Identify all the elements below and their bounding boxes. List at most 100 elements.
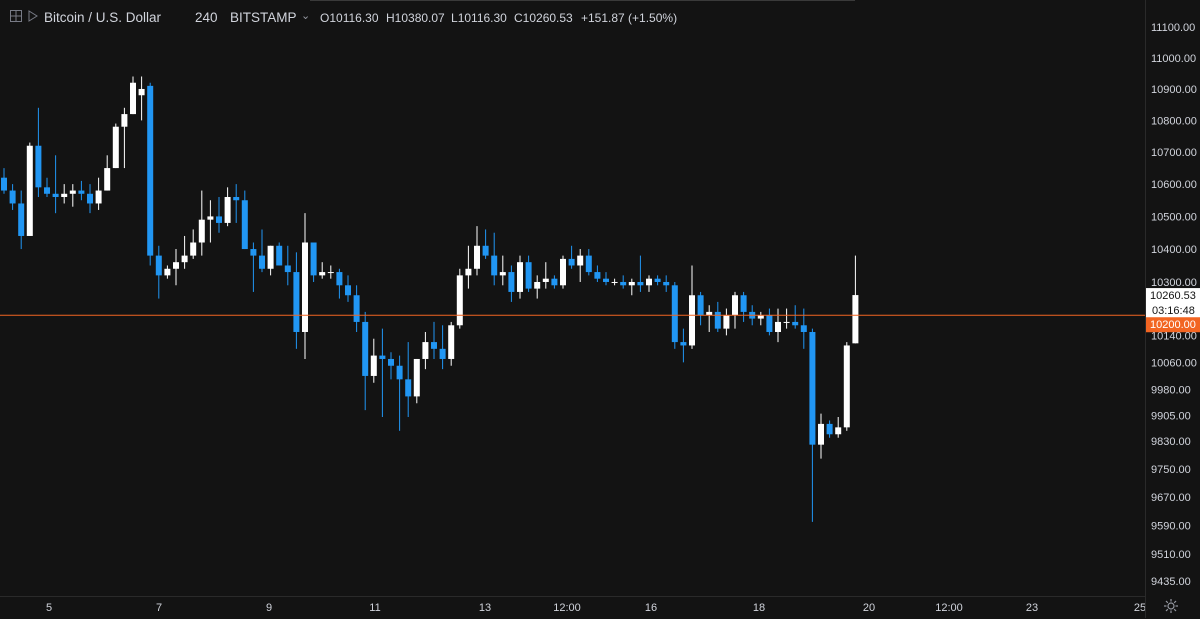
last-price-label: 10260.53 [1150,290,1196,302]
candle-body [714,311,721,329]
candle-body [474,245,480,269]
candle-body [534,281,541,289]
level-price-badge [1146,317,1200,333]
candle-body [250,249,257,256]
chevron-down-icon[interactable]: ⌄ [301,10,311,22]
price-change: +151.87 (+1.50%) [581,11,678,25]
candle-body [413,358,420,397]
candle-body [259,255,265,269]
candle-body [568,258,575,266]
candle [680,328,687,363]
candle [302,213,308,359]
candle-body [327,272,334,274]
candle-body [35,145,42,188]
price-tick-label: 9510.00 [1151,549,1191,561]
price-tick-label: 11100.00 [1151,22,1195,34]
candle-body [508,272,515,292]
candle [611,278,618,286]
candle-body [362,321,369,376]
candle-body [525,262,532,289]
interval-label[interactable]: 240 [195,10,218,25]
time-tick-label: 9 [266,602,272,614]
candle-body [800,325,807,332]
price-axis: 11100.00 11000.00 10900.00 10800.00 10700.00… [1151,22,1197,588]
candle-body [319,272,326,276]
candle-body [766,315,773,332]
exchange-label[interactable]: BITSTAMP [230,10,297,25]
candle-body [448,325,455,359]
candle [362,311,369,411]
candle [757,311,764,326]
candle-body [353,295,360,322]
candle-body [456,275,463,326]
price-tick-label: 10140.00 [1151,330,1197,342]
candle-body [405,379,412,397]
candle-body [809,331,816,445]
candle [190,229,197,259]
price-tick-label: 10300.00 [1151,277,1197,289]
candle-body [147,85,154,256]
candle [87,184,93,214]
candle [456,268,463,329]
overlay-layer: 10260.53 03:16:48 10200.00 [0,288,1200,333]
candle-body [44,187,50,194]
candle-body [439,348,446,359]
candle [250,242,257,292]
time-tick-label: 23 [1026,602,1038,614]
price-tick-label: 10700.00 [1151,147,1197,159]
candle-body [61,193,68,198]
candle [843,342,850,431]
candle-body [542,278,549,282]
candle-body [585,255,592,273]
candle-body [792,321,799,326]
candle [723,308,730,336]
candle [568,245,575,269]
candle [310,242,317,282]
candle-body [207,216,214,220]
candle-body [370,355,377,376]
candle [26,142,33,236]
candle-body [431,342,437,349]
candle [517,255,523,299]
candle [336,268,343,299]
candle-body [783,321,790,323]
candle [818,413,824,459]
candle [646,275,652,292]
candle-body [646,278,652,286]
price-tick-label: 10600.00 [1151,179,1197,191]
candle-body [26,145,33,236]
candle-body [465,268,472,276]
candle [628,278,635,296]
candle [448,321,455,366]
candle [9,184,16,210]
symbol-flag-icon [27,10,39,22]
candle-body [560,258,566,286]
candle-body [104,168,111,191]
time-axis-border [0,596,1146,597]
candle [284,245,291,286]
candle-body [775,321,781,332]
crosshair-icon[interactable] [10,10,22,22]
gear-icon[interactable] [1163,598,1179,614]
candle [61,184,68,204]
candle-body [87,193,93,204]
candle [396,355,403,431]
candle [714,301,721,332]
candle [508,265,515,302]
candle [276,242,283,266]
candle [706,305,713,332]
time-axis: 5 7 9 11 13 12:00 16 18 20 12:00 23 25 [46,602,1146,614]
candle [826,420,833,438]
candle-body [69,190,76,194]
symbol-name[interactable]: Bitcoin / U.S. Dollar [44,10,162,25]
candle [560,255,566,289]
candle [233,184,240,223]
price-tick-label: 9905.00 [1151,410,1191,422]
candle-body [396,365,403,380]
candle [147,82,154,266]
price-tick-label: 9980.00 [1151,385,1191,397]
candle [35,107,42,198]
candle [112,123,119,169]
